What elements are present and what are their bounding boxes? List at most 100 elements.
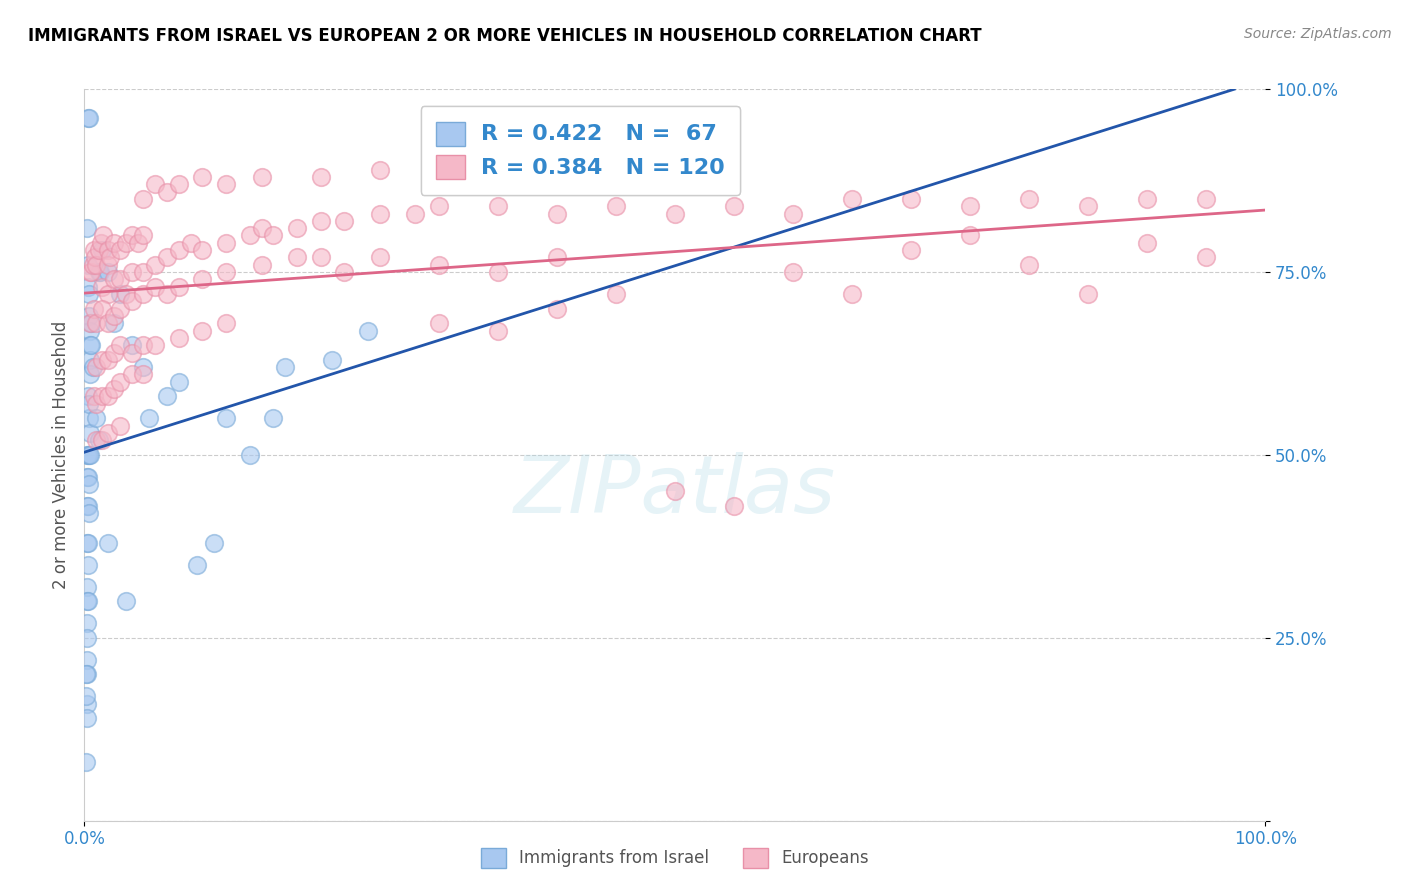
Point bbox=[76, 221, 98, 235]
Point bbox=[84, 258, 107, 272]
Point bbox=[76, 631, 98, 645]
Point bbox=[239, 448, 262, 462]
Point bbox=[723, 199, 745, 213]
Point bbox=[77, 477, 100, 491]
Point bbox=[79, 324, 101, 338]
Point bbox=[79, 425, 101, 440]
Text: Source: ZipAtlas.com: Source: ZipAtlas.com bbox=[1244, 27, 1392, 41]
Point bbox=[143, 258, 166, 272]
Point bbox=[368, 162, 391, 177]
Point bbox=[368, 206, 391, 220]
Point bbox=[76, 580, 98, 594]
Point bbox=[186, 558, 208, 572]
Point bbox=[79, 352, 101, 367]
Point bbox=[191, 243, 214, 257]
Point bbox=[91, 301, 114, 316]
Point bbox=[546, 301, 568, 316]
Point bbox=[108, 338, 131, 352]
Point bbox=[79, 448, 101, 462]
Point bbox=[215, 178, 238, 192]
Point bbox=[83, 389, 105, 403]
Point bbox=[285, 221, 308, 235]
Point bbox=[84, 434, 107, 448]
Point bbox=[90, 235, 112, 250]
Point bbox=[121, 368, 143, 382]
Point bbox=[215, 235, 238, 250]
Point bbox=[79, 368, 101, 382]
Point bbox=[76, 594, 98, 608]
Point bbox=[77, 558, 100, 572]
Point bbox=[1195, 192, 1218, 206]
Point bbox=[215, 411, 238, 425]
Point bbox=[108, 243, 131, 257]
Point bbox=[76, 616, 98, 631]
Point bbox=[103, 309, 125, 323]
Legend: Immigrants from Israel, Europeans: Immigrants from Israel, Europeans bbox=[474, 841, 876, 875]
Point bbox=[156, 251, 179, 265]
Point bbox=[215, 316, 238, 330]
Point bbox=[108, 418, 131, 433]
Point bbox=[605, 287, 627, 301]
Point bbox=[76, 667, 98, 681]
Point bbox=[180, 235, 202, 250]
Point bbox=[103, 345, 125, 359]
Point bbox=[114, 287, 136, 301]
Point bbox=[89, 265, 111, 279]
Point bbox=[82, 258, 104, 272]
Point bbox=[427, 162, 450, 177]
Point bbox=[77, 287, 100, 301]
Point bbox=[167, 279, 190, 293]
Point bbox=[84, 411, 107, 425]
Point bbox=[250, 221, 273, 235]
Point bbox=[333, 265, 356, 279]
Point bbox=[114, 594, 136, 608]
Point bbox=[80, 316, 103, 330]
Point bbox=[83, 243, 105, 257]
Point bbox=[239, 228, 262, 243]
Point bbox=[87, 243, 110, 257]
Point bbox=[121, 345, 143, 359]
Point bbox=[91, 279, 114, 293]
Point bbox=[546, 251, 568, 265]
Point bbox=[143, 279, 166, 293]
Point bbox=[97, 265, 120, 279]
Point bbox=[97, 352, 120, 367]
Point bbox=[77, 112, 100, 126]
Point bbox=[91, 352, 114, 367]
Point bbox=[486, 155, 509, 169]
Point bbox=[103, 382, 125, 396]
Point bbox=[84, 251, 107, 265]
Point bbox=[77, 448, 100, 462]
Point bbox=[250, 169, 273, 184]
Point bbox=[87, 434, 110, 448]
Point bbox=[91, 389, 114, 403]
Point bbox=[97, 316, 120, 330]
Point bbox=[76, 535, 98, 549]
Point bbox=[427, 316, 450, 330]
Point bbox=[191, 272, 214, 286]
Point bbox=[156, 389, 179, 403]
Point bbox=[404, 206, 426, 220]
Point bbox=[114, 235, 136, 250]
Point bbox=[91, 243, 114, 257]
Point bbox=[103, 316, 125, 330]
Point bbox=[900, 192, 922, 206]
Point bbox=[76, 697, 98, 711]
Point bbox=[84, 360, 107, 375]
Point bbox=[841, 192, 863, 206]
Point bbox=[368, 251, 391, 265]
Point bbox=[1018, 258, 1040, 272]
Point bbox=[285, 251, 308, 265]
Point bbox=[167, 178, 190, 192]
Point bbox=[97, 425, 120, 440]
Point bbox=[841, 287, 863, 301]
Point bbox=[262, 228, 284, 243]
Point bbox=[309, 214, 332, 228]
Point bbox=[87, 265, 110, 279]
Point bbox=[215, 265, 238, 279]
Point bbox=[97, 535, 120, 549]
Point bbox=[77, 411, 100, 425]
Point bbox=[357, 324, 380, 338]
Point bbox=[782, 265, 804, 279]
Y-axis label: 2 or more Vehicles in Household: 2 or more Vehicles in Household bbox=[52, 321, 70, 589]
